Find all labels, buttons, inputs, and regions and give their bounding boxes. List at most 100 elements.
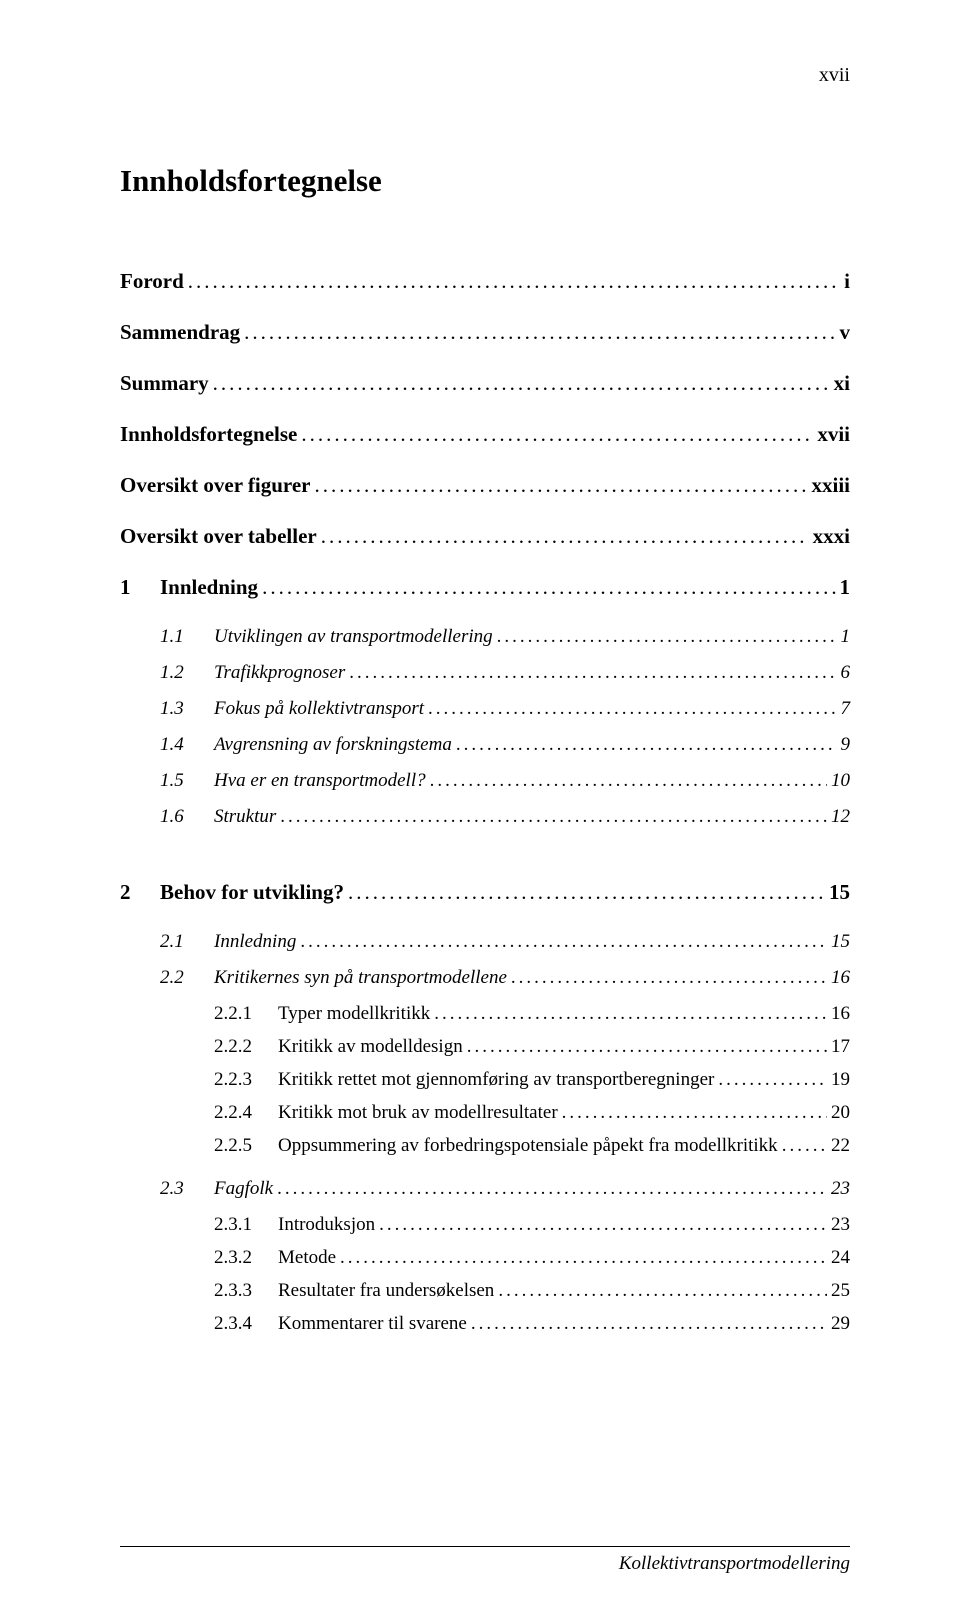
toc-subsubsection: 2.2.5 Oppsummering av forbedringspotensi… [120,1135,850,1157]
toc-label: Struktur [214,806,276,828]
front-matter-list: Forord .................................… [120,269,850,549]
toc-label: Fokus på kollektivtransport [214,698,424,720]
toc-label: Innledning [160,575,258,600]
toc-page: 23 [831,1214,850,1236]
toc-label: Innholdsfortegnelse [120,422,297,447]
leader-dots: ........................................… [562,1102,827,1124]
toc-page: 1 [841,626,851,648]
toc-subsubsection: 2.2.1 Typer modellkritikk ..............… [120,1003,850,1025]
toc-page: 10 [831,770,850,792]
toc-num: 1.3 [160,698,214,720]
leader-dots: ........................................… [497,626,837,648]
toc-label: Utviklingen av transportmodellering [214,626,493,648]
toc-label: Introduksjon [278,1214,375,1236]
toc-page: 9 [841,734,851,756]
leader-dots: ........................................… [340,1247,827,1269]
toc-subsubsection: 2.3.3 Resultater fra undersøkelsen .....… [120,1280,850,1302]
leader-dots: ........................................… [188,269,840,294]
page-footer: Kollektivtransportmodellering [120,1546,850,1575]
leader-dots: ........................................… [321,524,809,549]
toc-num: 2.3.1 [214,1214,278,1236]
toc-label: Trafikkprognoser [214,662,345,684]
leader-dots: ........................................… [277,1178,827,1200]
toc-num: 2.2.4 [214,1102,278,1124]
toc-num: 1.4 [160,734,214,756]
toc-subsection: 1.1 Utviklingen av transportmodellering … [120,626,850,648]
toc-num: 1.5 [160,770,214,792]
toc-num: 2.3.4 [214,1313,278,1335]
toc-label: Resultater fra undersøkelsen [278,1280,494,1302]
toc-entry: Oversikt over tabeller .................… [120,524,850,549]
toc-section-head: 1 Innledning ...........................… [120,575,850,600]
toc-label: Avgrensning av forskningstema [214,734,452,756]
toc-page: 17 [831,1036,850,1058]
page: xvii Innholdsfortegnelse Forord ........… [0,0,960,1621]
toc-page: 20 [831,1102,850,1124]
toc-label: Kommentarer til svarene [278,1313,467,1335]
leader-dots: ........................................… [300,931,827,953]
toc-num: 2.2.3 [214,1069,278,1091]
toc-label: Summary [120,371,209,396]
toc-entry: Sammendrag .............................… [120,320,850,345]
toc-subsubsection: 2.3.2 Metode ...........................… [120,1247,850,1269]
toc-subsection: 2.1 Innledning .........................… [120,931,850,953]
toc-num: 2.2.1 [214,1003,278,1025]
toc-subsubsection: 2.2.2 Kritikk av modelldesign ..........… [120,1036,850,1058]
leader-dots: ........................................… [782,1135,827,1157]
toc-num: 2.2.2 [214,1036,278,1058]
toc-page: 15 [831,931,850,953]
leader-dots: ........................................… [244,320,835,345]
toc-page: i [844,269,850,294]
toc-entry: Innholdsfortegnelse ....................… [120,422,850,447]
leader-dots: ........................................… [471,1313,827,1335]
leader-dots: ........................................… [456,734,837,756]
toc-page: xi [834,371,850,396]
toc-page: xvii [817,422,850,447]
toc-label: Kritikernes syn på transportmodellene [214,967,507,989]
toc-section-head: 2 Behov for utvikling? .................… [120,880,850,905]
toc-num: 2.3.3 [214,1280,278,1302]
leader-dots: ........................................… [428,698,836,720]
toc-entry: Oversikt over figurer ..................… [120,473,850,498]
toc-label: Metode [278,1247,336,1269]
toc-num: 2.3 [160,1178,214,1200]
toc-page: 29 [831,1313,850,1335]
toc-subsection: 1.5 Hva er en transportmodell? .........… [120,770,850,792]
toc-subsection: 2.2 Kritikernes syn på transportmodellen… [120,967,850,989]
toc-num: 1.2 [160,662,214,684]
toc-label: Typer modellkritikk [278,1003,430,1025]
toc-page: xxxi [813,524,850,549]
leader-dots: ........................................… [467,1036,827,1058]
toc-label: Kritikk rettet mot gjennomføring av tran… [278,1069,714,1091]
toc-subsection: 1.4 Avgrensning av forskningstema ......… [120,734,850,756]
toc-label: Oversikt over tabeller [120,524,317,549]
leader-dots: ........................................… [262,575,835,600]
toc-entry: Forord .................................… [120,269,850,294]
toc-num: 2.3.2 [214,1247,278,1269]
leader-dots: ........................................… [498,1280,827,1302]
toc-page: 1 [840,575,851,600]
toc-page: 6 [841,662,851,684]
toc-subsubsection: 2.2.4 Kritikk mot bruk av modellresultat… [120,1102,850,1124]
toc-page: 19 [831,1069,850,1091]
leader-dots: ........................................… [511,967,827,989]
toc-page: 25 [831,1280,850,1302]
toc-num: 2.1 [160,931,214,953]
toc-page: 22 [831,1135,850,1157]
toc-section: 2 Behov for utvikling? .................… [120,880,850,1335]
header-page-number: xvii [120,64,850,87]
toc-label: Innledning [214,931,296,953]
toc-page: 16 [831,967,850,989]
toc-page: 24 [831,1247,850,1269]
toc-label: Oppsummering av forbedringspotensiale på… [278,1135,778,1157]
toc-section: 1 Innledning ...........................… [120,575,850,828]
footer-caption: Kollektivtransportmodellering [120,1553,850,1575]
leader-dots: ........................................… [213,371,830,396]
leader-dots: ........................................… [301,422,813,447]
toc-subsubsection: 2.3.4 Kommentarer til svarene ..........… [120,1313,850,1335]
toc-subsection: 2.3 Fagfolk ............................… [120,1178,850,1200]
leader-dots: ........................................… [315,473,808,498]
leader-dots: ........................................… [379,1214,827,1236]
toc-label: Behov for utvikling? [160,880,344,905]
toc-subsection: 1.2 Trafikkprognoser ...................… [120,662,850,684]
